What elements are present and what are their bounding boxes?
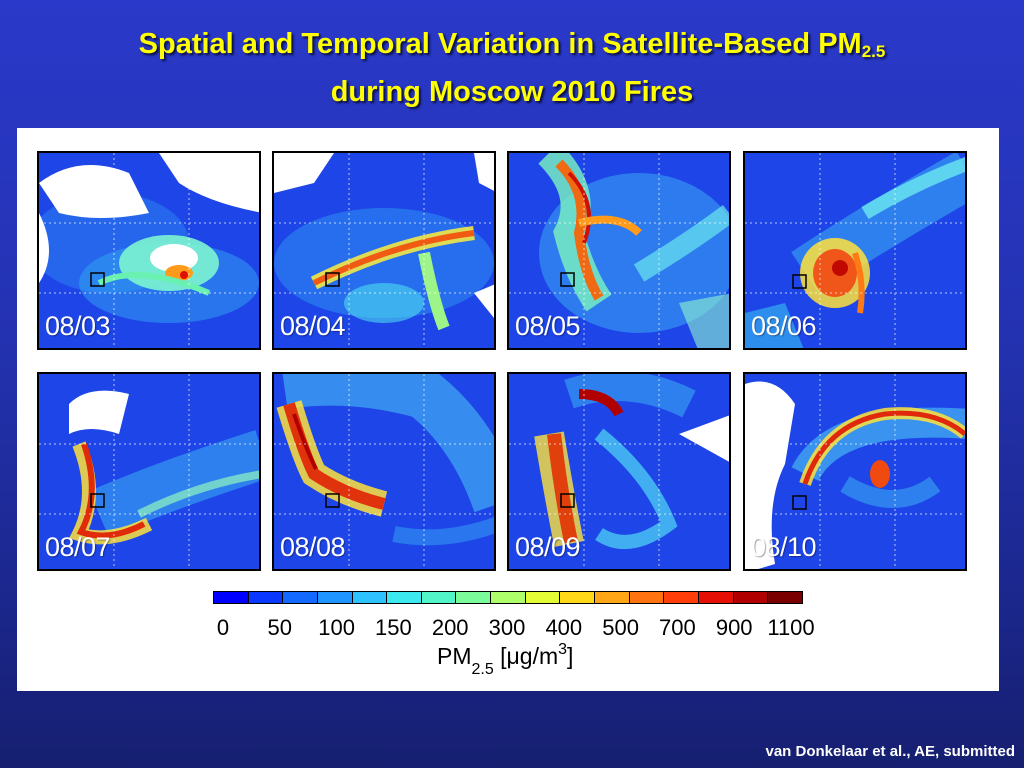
map-panel-0808: 08/08 — [272, 372, 496, 571]
figure-panel: 08/03 08/04 — [17, 128, 999, 691]
map-panel-0807: 08/07 — [37, 372, 261, 571]
citation-credit: van Donkelaar et al., AE, submitted — [765, 743, 1015, 760]
pm25-map-image — [39, 374, 259, 569]
colorbar-segment — [387, 592, 422, 603]
slide-title: Spatial and Temporal Variation in Satell… — [0, 24, 1024, 112]
colorbar-tick-label: 50 — [267, 615, 293, 640]
map-date-label: 08/10 — [751, 532, 817, 562]
title-line-2: during Moscow 2010 Fires — [330, 76, 694, 108]
map-panel-0806: 08/06 — [743, 151, 967, 350]
colorbar-tick-label: 900 — [715, 615, 753, 640]
colorbar-tick-label: 400 — [545, 615, 583, 640]
colorbar-segment — [352, 592, 388, 603]
colorbar-segment — [317, 592, 353, 603]
map-date-label: 08/08 — [280, 532, 346, 562]
map-panel-0805: 08/05 — [507, 151, 731, 350]
pm25-map-image — [509, 374, 729, 569]
pm25-map-image — [745, 374, 965, 569]
map-date-label: 08/03 — [45, 311, 111, 341]
colorbar-axis-label: PM2.5 [μg/m3] — [437, 641, 574, 678]
map-panel-0804: 08/04 — [272, 151, 496, 350]
colorbar-segment — [664, 592, 699, 603]
map-panel-0809: 08/09 — [507, 372, 731, 571]
map-date-label: 08/06 — [751, 311, 817, 341]
map-date-label: 08/05 — [515, 311, 581, 341]
colorbar-segment — [768, 592, 802, 603]
colorbar-segment — [525, 592, 561, 603]
map-date-label: 08/07 — [45, 532, 111, 562]
pm25-map-image — [745, 153, 965, 348]
pm25-map-image — [274, 374, 494, 569]
colorbar-tick-label: 1100 — [767, 615, 815, 640]
colorbar-tick-label: 300 — [488, 615, 526, 640]
colorbar-segment — [421, 592, 457, 603]
colorbar-segment — [283, 592, 318, 603]
colorbar-segment — [248, 592, 284, 603]
colorbar-tick-label: 700 — [659, 615, 696, 640]
colorbar — [213, 591, 803, 604]
pm25-map-image — [274, 153, 494, 348]
colorbar-tick-label: 500 — [602, 615, 639, 640]
title-subscript: 2.5 — [861, 42, 886, 61]
colorbar-tick-label: 200 — [431, 615, 469, 640]
colorbar-segment — [456, 592, 492, 603]
map-date-label: 08/09 — [515, 532, 581, 562]
colorbar-segment — [560, 592, 596, 603]
pm25-map-image — [39, 153, 259, 348]
title-line-1: Spatial and Temporal Variation in Satell… — [138, 28, 886, 61]
colorbar-segment — [733, 592, 769, 603]
colorbar-segment — [629, 592, 665, 603]
map-date-label: 08/04 — [280, 311, 346, 341]
colorbar-segment — [698, 592, 734, 603]
colorbar-segment — [491, 592, 526, 603]
colorbar-tick-label: 100 — [318, 615, 355, 640]
colorbar-tick-label: 150 — [375, 615, 412, 640]
colorbar-segment — [214, 592, 249, 603]
map-panel-0803: 08/03 — [37, 151, 261, 350]
pm25-map-image — [509, 153, 729, 348]
map-panel-0810: 08/10 — [743, 372, 967, 571]
colorbar-segment — [595, 592, 630, 603]
colorbar-tick-label: 0 — [216, 615, 230, 640]
